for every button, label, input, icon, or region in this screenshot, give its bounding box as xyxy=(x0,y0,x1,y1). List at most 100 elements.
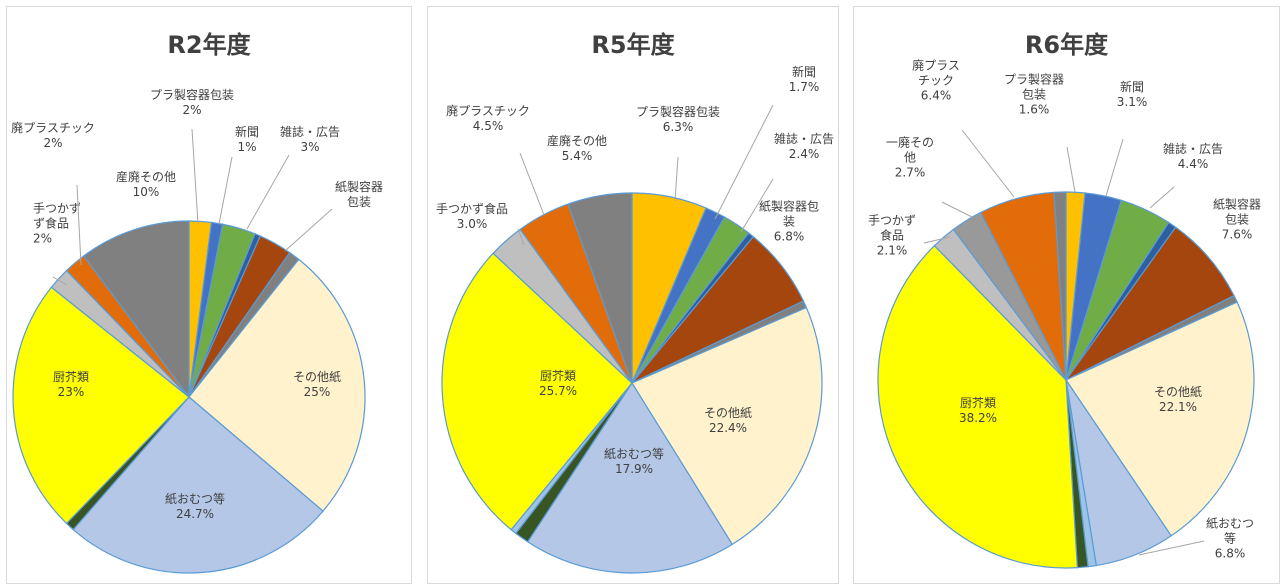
data-label: 産廃その他 xyxy=(116,169,176,184)
data-label: 1.7% xyxy=(789,80,820,94)
leader-line xyxy=(674,156,679,202)
leader-line xyxy=(1105,138,1124,197)
data-label: 10% xyxy=(133,185,160,199)
data-label: 厨芥類 xyxy=(540,369,576,383)
data-label: 紙製容器 xyxy=(1213,197,1261,212)
pie-svg: プラ製容器包装1.6%新聞3.1%雑誌・広告4.4%紙製容器包装7.6%その他紙… xyxy=(868,58,1261,569)
leader-line xyxy=(218,156,233,225)
data-label: 等 xyxy=(1224,532,1236,546)
chart-title: R2年度 xyxy=(167,31,251,59)
data-label: 25% xyxy=(304,385,331,399)
data-label: 17.9% xyxy=(615,462,653,476)
leader-line xyxy=(1138,540,1205,556)
data-label: 一廃その xyxy=(886,135,934,150)
data-label: 7.6% xyxy=(1222,228,1253,242)
data-label: 包装 xyxy=(347,195,371,209)
data-label: 手つかず xyxy=(868,214,916,228)
data-label: ず食品 xyxy=(33,216,69,231)
leader-line xyxy=(517,228,525,246)
leader-line xyxy=(284,208,333,252)
pie-slice---12 xyxy=(82,220,190,399)
data-label: 手つかず食品 xyxy=(436,201,508,216)
data-label: 3.0% xyxy=(457,217,488,231)
data-label: 産廃その他 xyxy=(547,133,607,148)
data-label: 3.1% xyxy=(1117,95,1148,109)
data-label: プラ製容器包装 xyxy=(636,104,720,119)
data-label: 厨芥類 xyxy=(53,370,89,384)
data-label: 6.8% xyxy=(774,230,805,244)
data-label: 4.5% xyxy=(473,119,504,133)
data-label: 1.6% xyxy=(1019,103,1050,117)
leader-line xyxy=(740,178,774,233)
pie-slice---6 xyxy=(188,258,366,512)
data-label: 雑誌・広告 xyxy=(774,131,834,146)
leader-line xyxy=(961,129,1015,198)
data-label: プラ製容器包装 xyxy=(150,87,234,102)
data-label: 手つかず xyxy=(33,202,81,216)
data-label: 食品 xyxy=(880,228,904,243)
data-label: その他紙 xyxy=(1154,384,1202,399)
data-label: 2.4% xyxy=(789,147,820,161)
data-label: 他 xyxy=(904,151,916,165)
leader-line xyxy=(941,201,973,218)
data-label: 2% xyxy=(33,232,52,246)
data-label: 紙おむつ等 xyxy=(604,446,664,461)
data-label: 5.4% xyxy=(562,149,593,163)
pie-slice---10 xyxy=(877,244,1078,569)
data-label: 4.4% xyxy=(1178,157,1209,171)
data-label: 新聞 xyxy=(1120,79,1144,94)
pie-slice---13 xyxy=(567,192,633,384)
data-label: 雑誌・広告 xyxy=(280,124,340,139)
data-label: 2% xyxy=(182,103,201,117)
pie-slice---9 xyxy=(12,286,190,525)
leader-line xyxy=(246,154,290,230)
data-label: プラ製容器 xyxy=(1004,72,1064,87)
leader-line xyxy=(923,236,951,244)
leader-line xyxy=(714,104,774,220)
data-label: 装 xyxy=(783,215,795,229)
data-label: 22.4% xyxy=(709,421,747,435)
data-label: 廃プラスチック xyxy=(11,120,95,135)
data-label: 6.8% xyxy=(1215,547,1246,561)
data-label: 38.2% xyxy=(959,411,997,425)
leader-line xyxy=(1066,146,1076,193)
pie-slice---10 xyxy=(441,252,633,531)
pie-chart-r5: R5年度 プラ製容器包装 6.3% 新聞 1.7% 雑誌・広告 2.4% 紙製容器包装 6.8… xyxy=(427,6,839,584)
data-label: 25.7% xyxy=(539,384,577,398)
pie-slice---6 xyxy=(1065,301,1255,537)
pie-slice---14 xyxy=(1053,191,1067,381)
data-label: その他紙 xyxy=(704,405,752,420)
chart-title: R5年度 xyxy=(591,31,675,59)
pie-slice---7 xyxy=(526,381,734,574)
leader-line xyxy=(191,128,199,225)
data-label: 6.3% xyxy=(663,120,694,134)
data-label: 雑誌・広告 xyxy=(1163,141,1223,156)
data-label: チック xyxy=(918,74,954,88)
data-label: 紙製容器包 xyxy=(759,199,819,214)
data-label: 2.7% xyxy=(895,166,926,180)
data-label: 新聞 xyxy=(235,124,259,139)
data-label: 23% xyxy=(58,385,85,399)
data-label: 厨芥類 xyxy=(960,396,996,410)
data-label: 包装 xyxy=(1022,88,1046,102)
data-label: 包装 xyxy=(1225,213,1249,227)
pie-chart-r2: R2年度 プラ製容器包装 2% 新聞 1% 雑誌・広告 3% 紙製容器 包装 その他紙 25% 紙お… xyxy=(6,6,412,584)
data-label: 紙製容器 xyxy=(335,179,383,194)
data-label: 紙おむつ xyxy=(1206,516,1254,531)
pie-slice---6 xyxy=(631,306,823,546)
leader-line xyxy=(52,276,68,286)
leader-line xyxy=(76,184,82,266)
pie-svg: プラ製容器包装2%新聞1%雑誌・広告3%紙製容器包装その他紙25%紙おむつ等24… xyxy=(11,87,383,574)
pie-slice---7 xyxy=(72,396,324,574)
data-label: 22.1% xyxy=(1159,400,1197,414)
data-label: 3% xyxy=(300,140,319,154)
data-label: 紙おむつ等 xyxy=(165,491,225,506)
data-label: その他紙 xyxy=(293,369,341,384)
data-label: 1% xyxy=(237,140,256,154)
chart-title: R6年度 xyxy=(1024,31,1109,59)
data-label: 廃プラス xyxy=(912,58,960,73)
data-label: 6.4% xyxy=(921,89,952,103)
leader-line xyxy=(1149,186,1175,209)
pie-chart-r6: R6年度 プラ製容器 包装 1.6% 新聞 3.1% 雑誌・広告 4.4% 紙製容器 包装 7.6… xyxy=(853,6,1280,584)
data-label: 廃プラスチック xyxy=(446,103,530,118)
